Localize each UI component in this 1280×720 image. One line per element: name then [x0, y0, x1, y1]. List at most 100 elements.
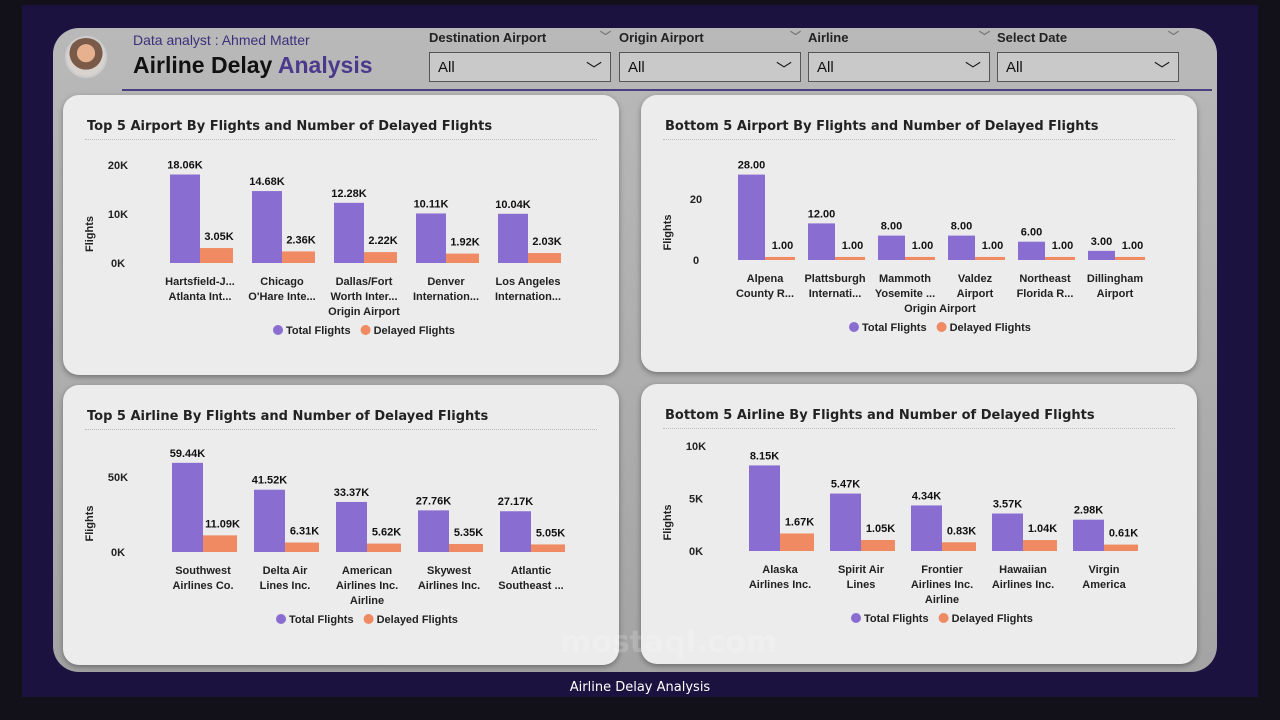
data-label: 1.00: [982, 240, 1003, 252]
airline-dropdown[interactable]: All ﹀: [808, 52, 990, 82]
chevron-down-icon[interactable]: ﹀: [979, 31, 990, 43]
bar-delayed-flights[interactable]: [1023, 540, 1057, 551]
slicer-select-date[interactable]: Select Date ﹀ All ﹀: [997, 30, 1179, 82]
legend-marker-total: [851, 613, 861, 623]
bar-total-flights[interactable]: [911, 505, 942, 551]
bar-total-flights[interactable]: [1088, 250, 1115, 260]
data-label: 33.37K: [334, 487, 370, 499]
data-label: 2.98K: [1074, 505, 1103, 517]
bar-delayed-flights[interactable]: [861, 539, 895, 551]
legend-delayed[interactable]: Delayed Flights: [950, 322, 1031, 334]
bar-total-flights[interactable]: [830, 493, 861, 551]
data-label: 3.00: [1091, 236, 1112, 248]
chevron-down-icon[interactable]: ﹀: [790, 31, 801, 43]
bar-delayed-flights[interactable]: [1115, 256, 1145, 260]
destination-airport-dropdown[interactable]: All ﹀: [429, 52, 611, 82]
legend-total[interactable]: Total Flights: [286, 325, 351, 337]
legend-delayed[interactable]: Delayed Flights: [374, 325, 455, 337]
slicer-destination-airport[interactable]: Destination Airport ﹀ All ﹀: [429, 30, 611, 82]
bar-total-flights[interactable]: [948, 235, 975, 260]
y-tick-label: 20: [690, 194, 702, 206]
x-tick-label: Airlines Co.: [172, 580, 233, 592]
header-divider: [122, 89, 1212, 91]
bar-total-flights[interactable]: [500, 511, 531, 552]
y-tick-label: 10K: [686, 441, 706, 453]
bar-total-flights[interactable]: [170, 174, 200, 263]
data-label: 8.15K: [750, 450, 779, 462]
bar-delayed-flights[interactable]: [780, 533, 814, 551]
bar-total-flights[interactable]: [416, 213, 446, 263]
bar-total-flights[interactable]: [334, 202, 364, 263]
chart-title: Top 5 Airline By Flights and Number of D…: [87, 409, 489, 424]
bar-delayed-flights[interactable]: [364, 252, 397, 263]
bar-total-flights[interactable]: [1073, 519, 1104, 551]
legend-total[interactable]: Total Flights: [862, 322, 927, 334]
x-tick-label: Dillingham: [1087, 273, 1143, 285]
x-tick-label: Delta Air: [263, 565, 309, 577]
slicer-airline[interactable]: Airline ﹀ All ﹀: [808, 30, 990, 82]
x-tick-label: Chicago: [260, 276, 304, 288]
bar-delayed-flights[interactable]: [285, 542, 319, 552]
bar-delayed-flights[interactable]: [200, 248, 233, 263]
data-label: 8.00: [881, 221, 902, 233]
bar-delayed-flights[interactable]: [942, 542, 976, 551]
y-axis-label: Flights: [662, 504, 674, 540]
bar-total-flights[interactable]: [498, 213, 528, 263]
chart-title: Top 5 Airport By Flights and Number of D…: [87, 119, 493, 134]
chevron-down-icon[interactable]: ﹀: [1168, 31, 1179, 43]
slicer-label: Airline: [808, 30, 849, 45]
watermark: mostaql.com: [560, 625, 778, 660]
x-tick-label: Lines: [847, 579, 876, 591]
bar-delayed-flights[interactable]: [446, 253, 479, 263]
bar-delayed-flights[interactable]: [203, 535, 237, 552]
bar-total-flights[interactable]: [336, 501, 367, 552]
origin-airport-dropdown[interactable]: All ﹀: [619, 52, 801, 82]
bar-total-flights[interactable]: [808, 223, 835, 260]
bar-delayed-flights[interactable]: [975, 256, 1005, 260]
x-axis-label: Origin Airport: [904, 303, 976, 315]
chart-svg: Flights 0K 5K 10K 8.15K 1.67K Alaska Airlines I…: [662, 441, 1138, 625]
bar-delayed-flights[interactable]: [528, 253, 561, 263]
chevron-down-icon[interactable]: ﹀: [600, 31, 611, 43]
data-label: 28.00: [738, 160, 766, 172]
bar-delayed-flights[interactable]: [282, 251, 315, 263]
chart-title: Bottom 5 Airport By Flights and Number o…: [665, 119, 1099, 134]
x-tick-label: Florida R...: [1017, 288, 1074, 300]
title-main: Airline Delay: [133, 52, 273, 78]
bar-delayed-flights[interactable]: [1045, 256, 1075, 260]
legend-delayed[interactable]: Delayed Flights: [952, 613, 1033, 625]
bar-delayed-flights[interactable]: [905, 256, 935, 260]
slicer-origin-airport[interactable]: Origin Airport ﹀ All ﹀: [619, 30, 801, 82]
legend-delayed[interactable]: Delayed Flights: [377, 614, 458, 626]
bar-total-flights[interactable]: [992, 513, 1023, 551]
chart-svg: Flights 0K 50K 59.44K 11.09K Southwest Airline…: [84, 448, 565, 626]
bar-total-flights[interactable]: [252, 191, 282, 263]
chart-top-airports: Top 5 Airport By Flights and Number of D…: [63, 95, 619, 375]
bar-total-flights[interactable]: [1018, 241, 1045, 260]
bar-total-flights[interactable]: [172, 462, 203, 552]
data-label: 3.05K: [204, 231, 233, 243]
y-axis-label: Flights: [662, 214, 674, 250]
slicer-label: Origin Airport: [619, 30, 704, 45]
legend-total[interactable]: Total Flights: [864, 613, 929, 625]
date-dropdown[interactable]: All ﹀: [997, 52, 1179, 82]
bar-total-flights[interactable]: [878, 235, 905, 260]
bar-delayed-flights[interactable]: [367, 543, 401, 552]
chart-bottom-airlines: Bottom 5 Airline By Flights and Number o…: [641, 384, 1197, 664]
bar-delayed-flights[interactable]: [449, 543, 483, 552]
bar-delayed-flights[interactable]: [1104, 544, 1138, 551]
data-label: 4.34K: [912, 490, 941, 502]
chart-svg: Flights 0K 10K 20K 18.06K 3.05K Hartsfield-J..…: [84, 160, 562, 337]
x-tick-label: Airlines Inc.: [992, 579, 1054, 591]
bar-delayed-flights[interactable]: [765, 256, 795, 260]
legend-total[interactable]: Total Flights: [289, 614, 354, 626]
bar-total-flights[interactable]: [418, 510, 449, 552]
bar-total-flights[interactable]: [254, 489, 285, 552]
y-tick-label: 20K: [108, 160, 128, 172]
bar-total-flights[interactable]: [738, 174, 765, 260]
bar-delayed-flights[interactable]: [835, 256, 865, 260]
bar-delayed-flights[interactable]: [531, 544, 565, 552]
bar-total-flights[interactable]: [749, 465, 780, 551]
analyst-avatar: [65, 36, 107, 78]
slicer-value: All: [438, 59, 455, 76]
